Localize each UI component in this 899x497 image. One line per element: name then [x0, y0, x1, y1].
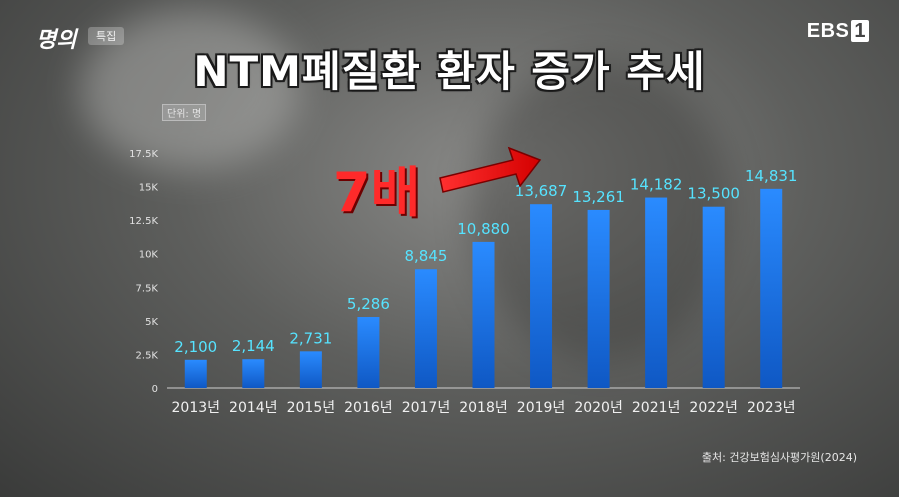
x-tick-label: 2014년: [229, 400, 278, 416]
y-tick-label: 5K: [145, 317, 158, 328]
ebs-channel-logo: EBS 1: [807, 20, 869, 43]
y-tick-label: 7.5K: [136, 283, 159, 294]
bar-value-label: 8,845: [404, 247, 447, 265]
bar-value-label: 14,182: [630, 176, 683, 194]
chart-title: NTM폐질환 환자 증가 추세: [193, 47, 706, 96]
x-tick-label: 2019년: [517, 400, 566, 416]
bar: [242, 359, 265, 388]
channel-name: EBS: [806, 20, 850, 42]
bar-value-label: 2,100: [174, 338, 217, 356]
bar: [414, 269, 437, 388]
program-logo: 명의: [36, 27, 77, 53]
y-tick-label: 17.5K: [129, 149, 158, 160]
bar-value-label: 13,261: [572, 188, 625, 206]
x-tick-label: 2020년: [574, 400, 623, 416]
bar: [645, 197, 668, 388]
bar: [702, 206, 725, 388]
x-tick-label: 2018년: [459, 400, 508, 416]
y-tick-label: 15K: [139, 183, 159, 194]
x-tick-label: 2013년: [172, 400, 221, 416]
increase-callout: 7배: [333, 161, 421, 224]
source-note: 출처: 건강보험심사평가원(2024): [701, 451, 857, 464]
increase-arrow: [439, 146, 542, 193]
x-tick-label: 2021년: [632, 400, 681, 416]
bar-value-label: 10,880: [457, 220, 510, 238]
x-tick-label: 2017년: [402, 400, 451, 416]
bar-value-label: 13,687: [515, 182, 568, 200]
bar-value-label: 14,831: [745, 167, 798, 185]
bar-value-label: 13,500: [687, 185, 740, 203]
bar: [299, 351, 322, 388]
y-tick-label: 0: [152, 384, 158, 395]
bar: [184, 359, 207, 388]
bar-value-label: 5,286: [347, 295, 390, 313]
bar: [357, 317, 380, 388]
y-tick-label: 10K: [139, 250, 159, 261]
bar-value-label: 2,731: [289, 329, 332, 347]
y-tick-group: 0 2.5K 5K 7.5K 10K 12.5K 15K 17.5K: [129, 149, 158, 395]
x-label-group: 2013년 2014년 2015년 2016년 2017년 2018년 2019년 2020년…: [172, 400, 796, 416]
y-tick-label: 12.5K: [129, 216, 158, 227]
bar: [587, 209, 610, 388]
x-tick-label: 2015년: [287, 400, 336, 416]
x-tick-label: 2016년: [344, 400, 393, 416]
bar: [530, 204, 553, 388]
bar-value-label: 2,144: [232, 337, 275, 355]
y-tick-label: 2.5K: [136, 350, 159, 361]
bar: [472, 241, 495, 388]
unit-label: 단위: 명: [162, 104, 207, 121]
background-blur-shape: [80, 10, 300, 170]
x-tick-label: 2023년: [747, 400, 796, 416]
bar: [760, 188, 783, 388]
channel-number: 1: [851, 20, 869, 42]
x-tick-label: 2022년: [689, 400, 738, 416]
special-badge: 특집: [88, 27, 125, 45]
